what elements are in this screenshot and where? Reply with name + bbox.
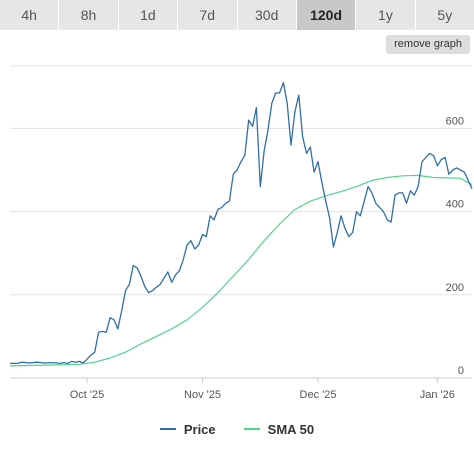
- y-tick-label: 0: [458, 365, 464, 377]
- legend-label: SMA 50: [267, 421, 315, 437]
- legend-item-price[interactable]: Price: [159, 421, 216, 437]
- tab-8h[interactable]: 8h: [59, 0, 119, 30]
- legend-label: Price: [183, 421, 216, 437]
- x-tick-label: Oct '25: [70, 389, 105, 401]
- chart-legend: Price SMA 50: [0, 418, 474, 440]
- sma50-series-line: [9, 174, 473, 367]
- legend-swatch: [243, 428, 260, 430]
- price-chart: 0 200 400 600 Oct '25 Nov '25 Dec '25 Jan '26: [9, 65, 473, 401]
- remove-graph-button[interactable]: remove graph: [386, 35, 470, 54]
- y-tick-label: 200: [446, 282, 464, 294]
- tab-30d[interactable]: 30d: [237, 0, 297, 30]
- tab-1d[interactable]: 1d: [118, 0, 179, 30]
- tab-5y[interactable]: 5y: [415, 0, 474, 30]
- time-range-tabs: 4h 8h 1d 7d 30d 120d 1y 5y: [0, 0, 474, 30]
- y-tick-label: 400: [446, 199, 464, 211]
- price-series-line: [10, 81, 473, 365]
- tab-7d[interactable]: 7d: [178, 0, 238, 30]
- legend-item-sma50[interactable]: SMA 50: [243, 421, 315, 437]
- tab-4h[interactable]: 4h: [0, 0, 60, 30]
- x-tick-label: Nov '25: [184, 389, 221, 401]
- x-tick-label: Jan '26: [420, 389, 455, 401]
- legend-swatch: [159, 428, 176, 430]
- tab-1y[interactable]: 1y: [356, 0, 416, 30]
- tab-120d[interactable]: 120d: [296, 0, 357, 30]
- y-tick-label: 600: [446, 115, 464, 127]
- x-tick-label: Dec '25: [300, 389, 337, 401]
